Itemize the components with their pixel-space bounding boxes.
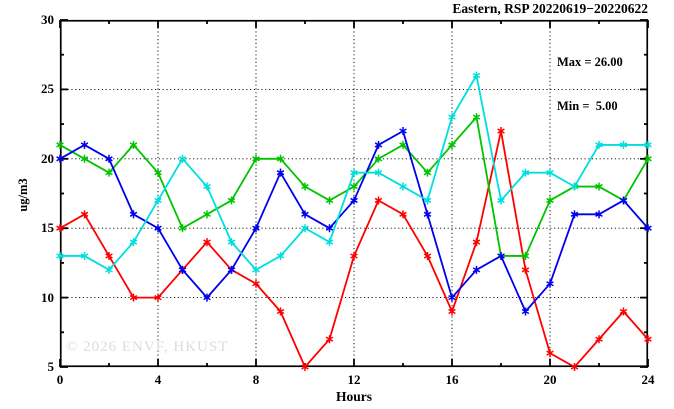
y-tick-label: 30 <box>41 12 54 27</box>
x-tick-label: 24 <box>641 372 655 387</box>
x-tick-label: 12 <box>347 372 361 387</box>
legend-min-label: Min = 5.00 <box>557 98 618 113</box>
chart-title: Eastern, RSP 20220619−20220622 <box>452 1 648 16</box>
y-tick-label: 15 <box>41 220 54 236</box>
watermark: © 2026 ENVF, HKUST <box>66 339 229 355</box>
x-tick-label: 0 <box>56 372 64 387</box>
series-cyan-markers <box>56 71 652 274</box>
legend-max-label: Max = 26.00 <box>557 55 623 69</box>
x-tick-label: 4 <box>154 372 162 387</box>
y-tick-label: 20 <box>41 150 54 166</box>
legend-box: Max = 26.00 Min = 5.00 <box>557 26 623 142</box>
plot-border <box>59 19 649 368</box>
series-blue-line <box>59 129 649 314</box>
series-blue-markers <box>56 127 652 316</box>
x-tick-label: 20 <box>543 372 557 387</box>
x-tick-label: 16 <box>445 372 459 387</box>
x-tick-label: 8 <box>252 372 260 387</box>
y-tick-label: 10 <box>41 289 54 305</box>
y-tick-label: 25 <box>41 81 54 97</box>
series-green-markers <box>56 113 652 260</box>
plot-canvas <box>56 19 652 371</box>
plot-area: © 2026 ENVF, HKUST <box>56 19 652 371</box>
y-tick-label: 5 <box>47 359 55 374</box>
x-axis-title: Hours <box>335 389 372 404</box>
